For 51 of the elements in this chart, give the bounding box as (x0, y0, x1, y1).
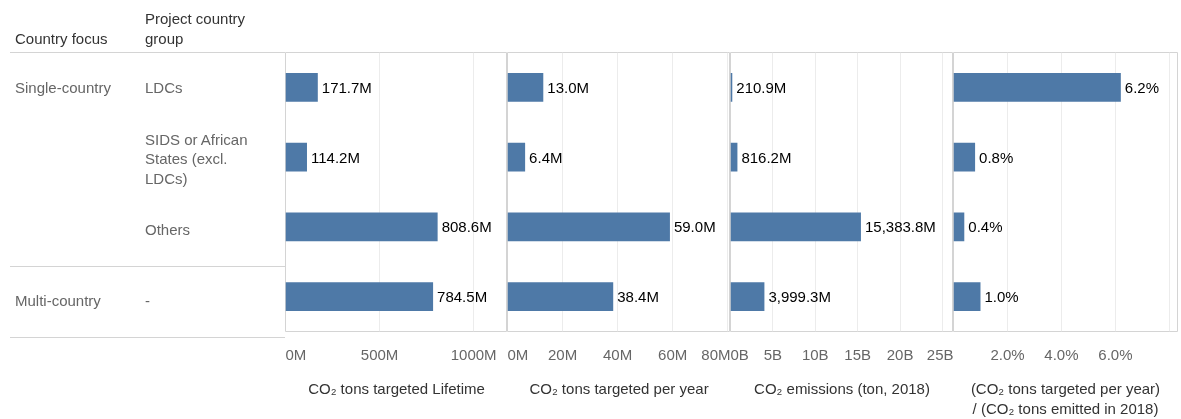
x-axis-title: (CO₂ tons targeted per year) / (CO₂ tons emitted in 2018) (970, 379, 1161, 417)
x-axis-title: CO₂ tons targeted Lifetime (308, 379, 485, 397)
data-label: 1.0% (984, 288, 1019, 306)
data-label: 808.6M (441, 218, 492, 236)
x-tick-label: 20M (547, 345, 578, 363)
x-tick-label: 6.0% (1098, 345, 1133, 363)
x-tick-label: 80M (701, 345, 731, 363)
data-label: 0.8% (979, 148, 1014, 166)
x-tick-label: 60M (658, 345, 688, 363)
data-label: 114.2M (310, 148, 360, 166)
y-tick-label: Others (145, 220, 191, 240)
y-tick-label: SIDS or African States (excl. LDCs) (145, 129, 248, 189)
x-tick-label: 25B (926, 345, 954, 363)
bar (730, 212, 861, 242)
text: Multi-country (15, 291, 101, 312)
data-label: 816.2M (741, 148, 792, 166)
data-label: 3,999.3M (768, 288, 831, 306)
bar (730, 282, 765, 311)
data-label: 0.4% (968, 218, 1003, 236)
text: Single-country (15, 77, 111, 98)
data-label: 210.9M (736, 78, 787, 96)
data-label: 784.5M (437, 288, 488, 306)
x-tick-label: 20B (886, 345, 914, 363)
text: Country focus (15, 28, 108, 48)
data-label: 6.4M (529, 148, 563, 166)
bar (953, 73, 1121, 102)
x-tick-label: 4.0% (1044, 345, 1079, 363)
data-label: 15,383.8M (864, 218, 936, 236)
bar (953, 282, 981, 311)
data-label: 38.4M (617, 288, 659, 306)
x-tick-label: 0M (285, 345, 307, 363)
y-axis-title: Project country group (145, 9, 246, 48)
data-label: 59.0M (673, 218, 716, 236)
x-axis-title: CO₂ tons targeted per year (529, 379, 709, 397)
y-tick-label: - (145, 291, 150, 312)
x-tick-label: 5B (763, 345, 783, 363)
x-axis-title: CO₂ emissions (ton, 2018) (754, 379, 930, 397)
data-label: 171.7M (321, 78, 372, 96)
bar (953, 212, 965, 242)
data-label: 6.2% (1124, 78, 1160, 96)
x-tick-label: 15B (844, 345, 872, 363)
x-tick-label: 2.0% (990, 345, 1025, 363)
x-tick-label: 500M (360, 345, 399, 363)
y-tick-label: LDCs (145, 77, 183, 98)
x-tick-label: 0M (507, 345, 529, 363)
x-tick-label: 40M (603, 345, 633, 363)
x-tick-label: 1000M (450, 345, 497, 363)
x-tick-label: 10B (801, 345, 829, 363)
x-tick-label: 0B (730, 345, 749, 363)
bar (953, 142, 976, 172)
data-label: 13.0M (547, 78, 589, 96)
